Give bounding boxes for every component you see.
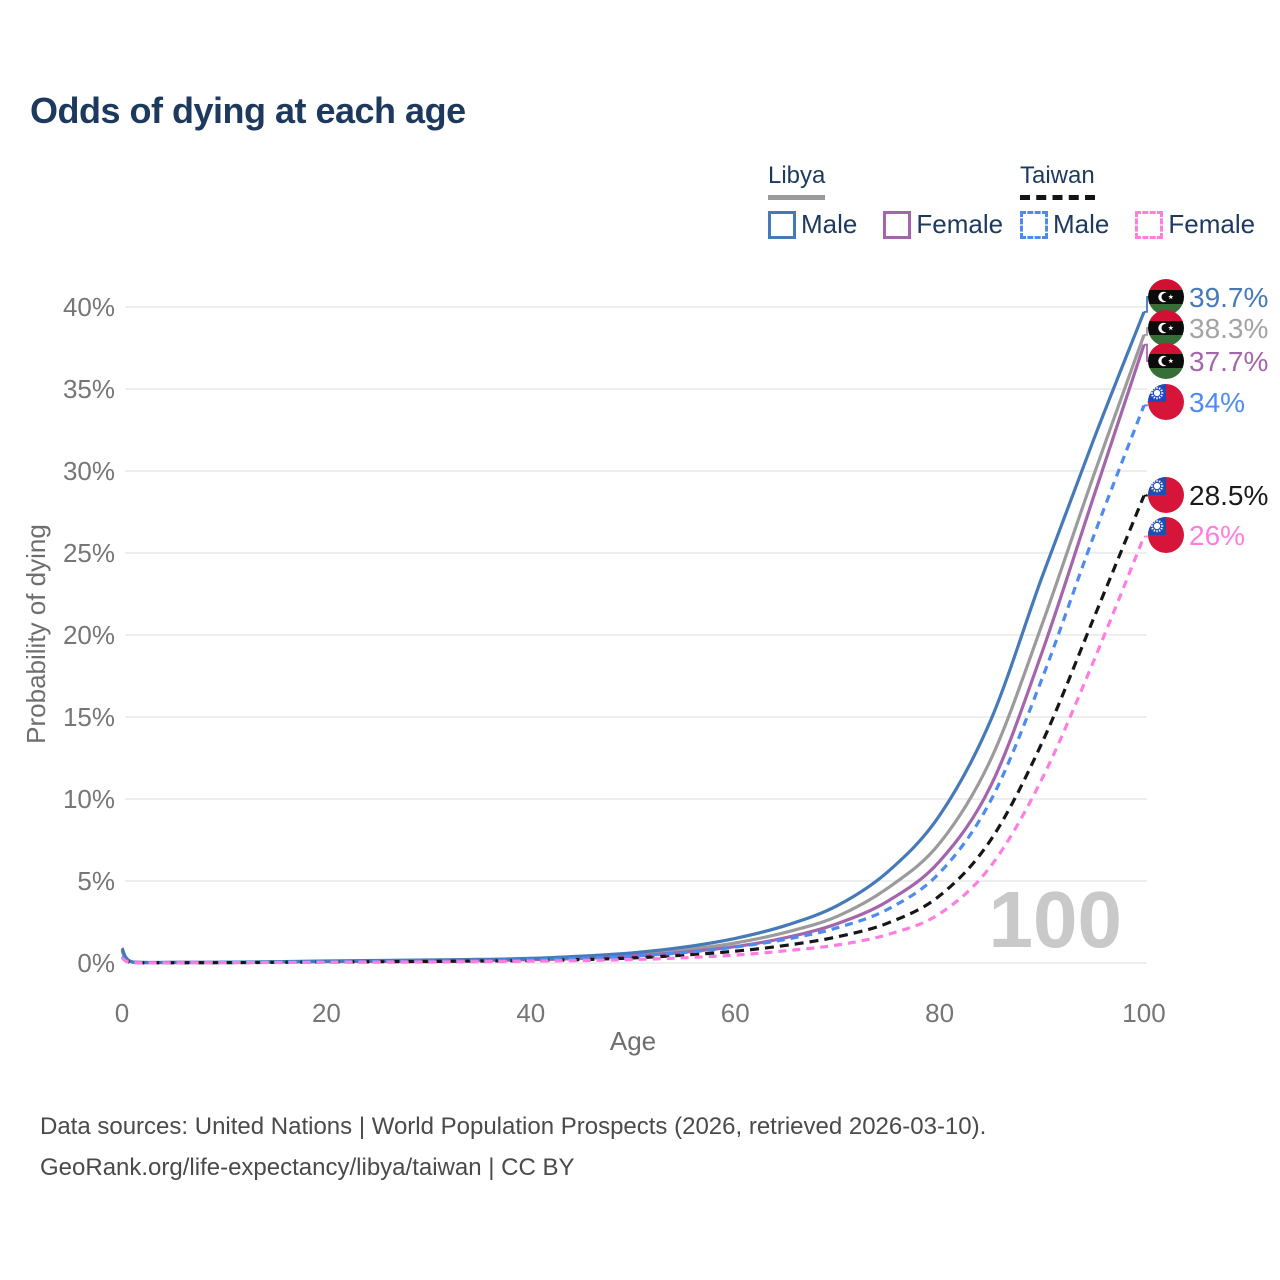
x-tick-label: 0 [115,998,129,1028]
legend-item-taiwan-female[interactable]: Female [1135,209,1255,240]
x-tick-label: 100 [1122,998,1165,1028]
legend-label-taiwan-male: Male [1053,209,1110,239]
legend-country-libya[interactable]: Libya [768,162,826,200]
taiwan-male-swatch-icon [1020,210,1048,239]
taiwan-female-swatch-icon [1135,210,1164,239]
y-tick-label: 5% [77,866,115,896]
legend-label-taiwan-female: Female [1168,209,1256,239]
legend-item-taiwan-male[interactable]: Male [1020,209,1109,240]
y-tick-label: 10% [63,784,115,814]
libya-flag-icon [1148,343,1184,379]
end-value-label: 34% [1189,387,1245,418]
x-tick-label: 80 [925,998,954,1028]
series-line-taiwan-female [121,535,1146,965]
libya-female-swatch-icon [883,210,912,239]
legend-item-libya-male[interactable]: Male [768,209,857,240]
hover-age-watermark: 100 [989,875,1122,964]
end-value-label: 38.3% [1189,313,1268,344]
end-value-label: 37.7% [1189,346,1268,377]
legend-label-libya-male: Male [801,209,858,239]
end-value-label: 26% [1189,520,1245,551]
x-axis-title: Age [610,1026,656,1056]
x-tick-label: 20 [312,998,341,1028]
x-tick-label: 60 [721,998,750,1028]
series-line-libya-male [120,311,1146,965]
legend-country-taiwan[interactable]: Taiwan [1020,162,1095,200]
y-tick-label: 25% [63,538,115,568]
libya-flag-icon [1148,279,1184,315]
legend-items-taiwan: Male Female [1020,209,1255,240]
y-tick-label: 20% [63,620,115,650]
legend-item-libya-female[interactable]: Female [883,209,1003,240]
legend-items-libya: Male Female [768,209,1003,240]
data-sources: Data sources: United Nations | World Pop… [40,1106,986,1188]
taiwan-flag-icon [1148,384,1184,420]
end-label-connector [1144,494,1149,497]
y-tick-label: 35% [63,374,115,404]
y-tick-label: 15% [63,702,115,732]
end-label-connector [1144,534,1149,538]
y-tick-label: 30% [63,456,115,486]
series-line-libya-both-sexes [120,334,1146,965]
legend-group-libya: Libya Male Female [768,162,1003,240]
libya-flag-icon [1148,310,1184,346]
libya-male-swatch-icon [768,210,796,239]
page-title: Odds of dying at each age [30,90,466,131]
y-axis-title: Probability of dying [21,524,51,744]
y-tick-label: 40% [63,292,115,322]
taiwan-flag-icon [1148,517,1184,553]
x-tick-label: 40 [516,998,545,1028]
end-value-label: 39.7% [1189,282,1268,313]
y-tick-label: 0% [77,948,115,978]
source-line-1: Data sources: United Nations | World Pop… [40,1113,987,1140]
legend-group-taiwan: Taiwan Male Female [1020,162,1255,240]
source-line-2: GeoRank.org/life-expectancy/libya/taiwan… [40,1154,575,1181]
legend-label-libya-female: Female [916,209,1004,239]
taiwan-flag-icon [1148,477,1184,513]
end-value-label: 28.5% [1189,480,1268,511]
series-line-libya-female [120,344,1146,965]
